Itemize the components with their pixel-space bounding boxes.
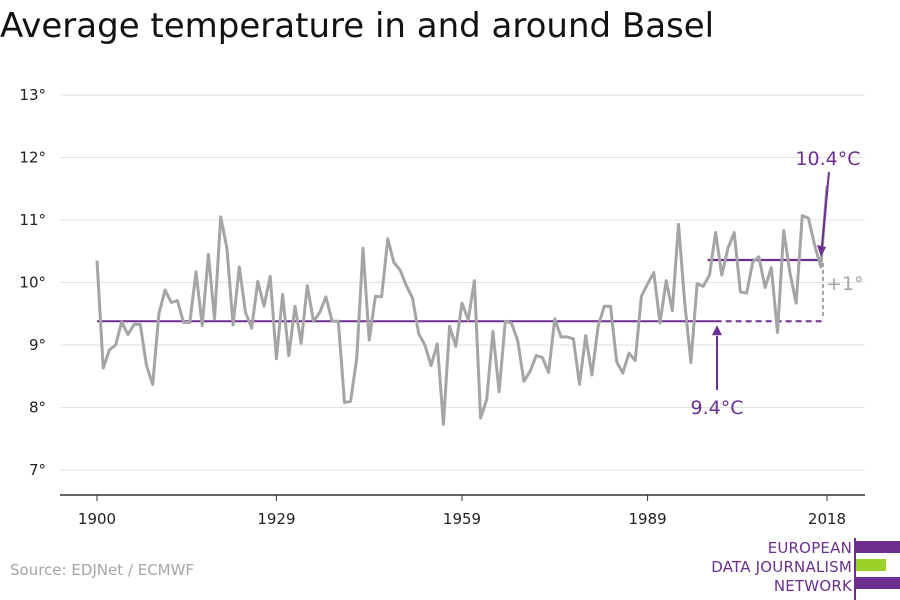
recent-average-arrow-head: [817, 245, 826, 257]
y-axis-ticks: 7° 8° 9° 10° 11° 12° 13°: [19, 86, 46, 479]
chart-title: Average temperature in and around Basel: [0, 6, 715, 46]
logo-line-1: EUROPEAN: [767, 539, 852, 557]
difference-label: +1°: [826, 273, 864, 295]
y-tick-label: 12°: [19, 149, 46, 167]
x-tick-label: 1959: [443, 510, 481, 528]
y-tick-label: 13°: [19, 86, 46, 104]
x-tick-label: 1989: [628, 510, 666, 528]
y-tick-label: 7°: [29, 461, 46, 479]
edjnet-logo: EUROPEAN DATA JOURNALISM NETWORK: [705, 538, 900, 600]
logo-line-3: NETWORK: [773, 577, 852, 595]
logo-divider: [854, 538, 856, 600]
x-tick-label: 2018: [808, 510, 846, 528]
temperature-series-line: [95, 185, 829, 426]
y-tick-label: 11°: [19, 211, 46, 229]
logo-bar-green: [856, 559, 886, 571]
logo-line-2: DATA JOURNALISM: [711, 558, 852, 576]
source-note: Source: EDJNet / ECMWF: [10, 561, 195, 579]
x-tick-label: 1900: [78, 510, 116, 528]
recent-average-label: 10.4°C: [795, 148, 860, 170]
baseline-label: 9.4°C: [691, 397, 744, 419]
y-tick-label: 9°: [29, 336, 46, 354]
x-axis-ticks: 1900 1929 1959 1989 2018: [78, 495, 846, 528]
gridlines: [60, 94, 865, 471]
x-tick-label: 1929: [257, 510, 295, 528]
annotations: 9.4°C 10.4°C +1°: [691, 148, 864, 419]
baseline-arrow-head: [712, 325, 722, 336]
logo-bar-purple-top: [856, 541, 900, 553]
recent-average-arrow-line: [821, 171, 830, 247]
logo-bar-purple-bottom: [856, 577, 900, 589]
y-tick-label: 8°: [29, 399, 46, 417]
y-tick-label: 10°: [19, 274, 46, 292]
